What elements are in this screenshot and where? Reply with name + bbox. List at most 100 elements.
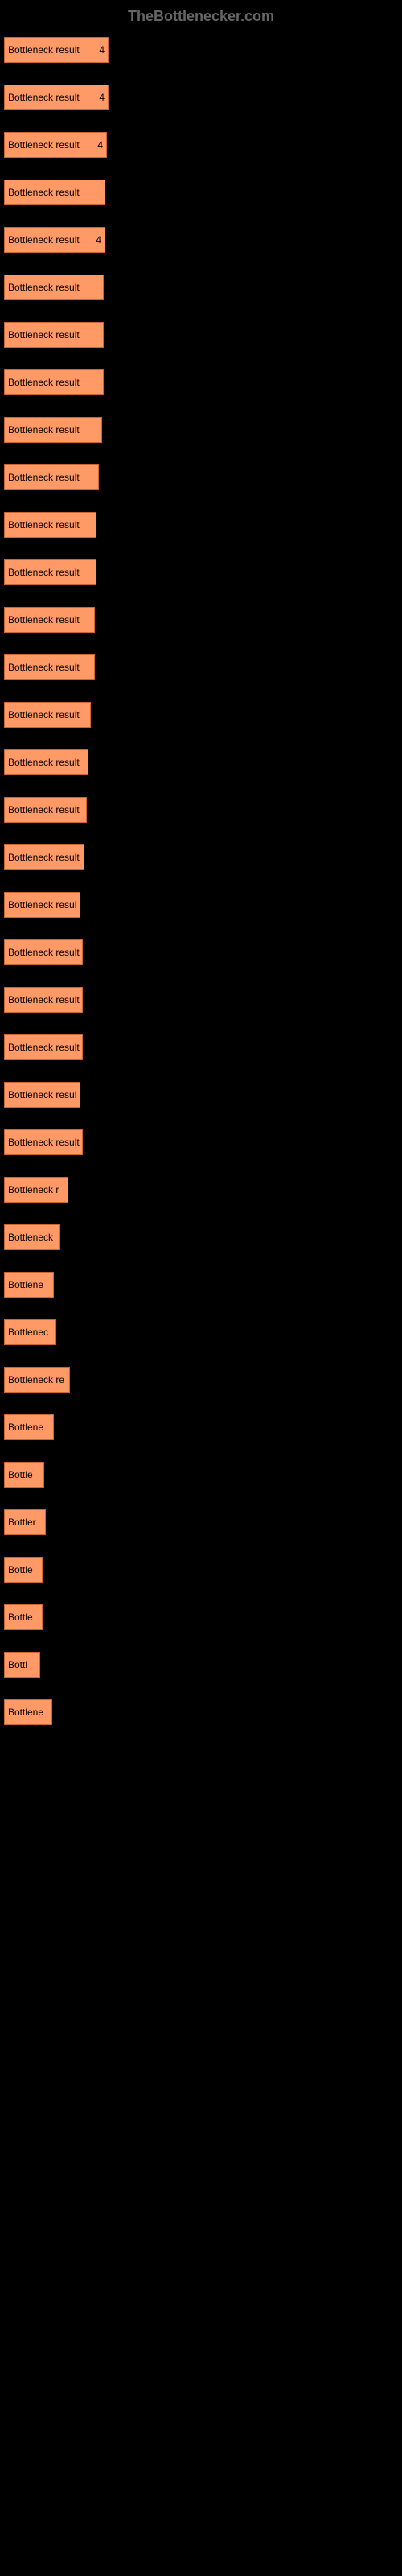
bar: Bottleneck result xyxy=(4,512,96,538)
bar-row: Bottleneck resul xyxy=(4,1082,398,1108)
bar-row: Bottleneck result xyxy=(4,1129,398,1155)
bar-label: Bottlene xyxy=(8,1279,43,1290)
bar-row: Bottleneck result xyxy=(4,1034,398,1060)
bar: Bottleneck result xyxy=(4,654,95,680)
bar-row: Bottleneck result xyxy=(4,939,398,965)
bar-row: Bottleneck result 4 xyxy=(4,37,398,63)
bar-row: Bottlene xyxy=(4,1699,398,1725)
bar-row: Bottleneck result xyxy=(4,464,398,490)
bar: Bottl xyxy=(4,1652,40,1678)
bar-value: 4 xyxy=(97,139,103,151)
bar-row: Bottleneck result xyxy=(4,702,398,728)
bar-label: Bottle xyxy=(8,1612,33,1623)
bar: Bottleneck re xyxy=(4,1367,70,1393)
bar-label: Bottleneck result xyxy=(8,1137,80,1148)
bar: Bottlene xyxy=(4,1414,54,1440)
bar: Bottleneck xyxy=(4,1224,60,1250)
bar-label: Bottler xyxy=(8,1517,36,1528)
bar-label: Bottleneck result xyxy=(8,329,80,341)
bar-row: Bottlenec xyxy=(4,1319,398,1345)
bar-label: Bottleneck result xyxy=(8,44,80,56)
bar-label: Bottleneck result xyxy=(8,567,80,578)
bar: Bottleneck result xyxy=(4,417,102,443)
bar-label: Bottleneck result xyxy=(8,472,80,483)
bar-label: Bottl xyxy=(8,1659,27,1670)
bar-row: Bottleneck result xyxy=(4,512,398,538)
bar-chart: Bottleneck result 4 Bottleneck result 4 Bott… xyxy=(0,37,402,1725)
bar: Bottleneck result xyxy=(4,749,88,775)
bar-row: Bottle xyxy=(4,1557,398,1583)
bar: Bottle xyxy=(4,1462,44,1488)
bar-label: Bottlene xyxy=(8,1707,43,1718)
bar-label: Bottleneck r xyxy=(8,1184,59,1195)
bar-label: Bottleneck result xyxy=(8,947,80,958)
bar-label: Bottleneck result xyxy=(8,994,80,1005)
bar: Bottlene xyxy=(4,1699,52,1725)
bar-label: Bottle xyxy=(8,1564,33,1575)
bar-row: Bottleneck result xyxy=(4,749,398,775)
bar: Bottleneck resul xyxy=(4,892,80,918)
bar-label: Bottleneck result xyxy=(8,1042,80,1053)
bar-row: Bottle xyxy=(4,1462,398,1488)
bar-row: Bottle xyxy=(4,1604,398,1630)
bar-row: Bottleneck xyxy=(4,1224,398,1250)
bar-label: Bottleneck result xyxy=(8,187,80,198)
bar: Bottler xyxy=(4,1509,46,1535)
bar: Bottleneck result xyxy=(4,559,96,585)
bar-row: Bottlene xyxy=(4,1272,398,1298)
bar: Bottleneck resul xyxy=(4,1082,80,1108)
bar-label: Bottleneck result xyxy=(8,662,80,673)
bar: Bottleneck result xyxy=(4,1129,83,1155)
bar: Bottlenec xyxy=(4,1319,56,1345)
bar: Bottleneck result xyxy=(4,369,104,395)
bar: Bottle xyxy=(4,1604,43,1630)
bar: Bottleneck result xyxy=(4,702,91,728)
bar: Bottleneck result 4 xyxy=(4,85,109,110)
bar: Bottleneck result xyxy=(4,464,99,490)
bar: Bottleneck result xyxy=(4,180,105,205)
bar: Bottleneck result xyxy=(4,607,95,633)
bar: Bottleneck result xyxy=(4,939,83,965)
bar-value: 4 xyxy=(99,92,105,103)
bar-row: Bottler xyxy=(4,1509,398,1535)
bar-row: Bottleneck result xyxy=(4,987,398,1013)
bar-row: Bottleneck re xyxy=(4,1367,398,1393)
bar-row: Bottleneck result xyxy=(4,180,398,205)
bar-label: Bottleneck result xyxy=(8,757,80,768)
bar-row: Bottleneck result xyxy=(4,417,398,443)
bar-label: Bottlene xyxy=(8,1422,43,1433)
bar-row: Bottleneck result4 xyxy=(4,132,398,158)
bar-row: Bottleneck result xyxy=(4,322,398,348)
bar-label: Bottleneck resul xyxy=(8,1089,76,1100)
bar-label: Bottleneck re xyxy=(8,1374,64,1385)
bar-label: Bottle xyxy=(8,1469,33,1480)
bar-value: 4 xyxy=(99,44,105,56)
bar-label: Bottleneck result xyxy=(8,377,80,388)
bar-row: Bottleneck resul xyxy=(4,892,398,918)
bar-row: Bottleneck result xyxy=(4,275,398,300)
bar-label: Bottlenec xyxy=(8,1327,48,1338)
bar: Bottleneck result4 xyxy=(4,132,107,158)
bar-label: Bottleneck result xyxy=(8,804,80,815)
bar-row: Bottlene xyxy=(4,1414,398,1440)
bar: Bottle xyxy=(4,1557,43,1583)
bar-row: Bottleneck result xyxy=(4,797,398,823)
bar-label: Bottleneck result xyxy=(8,852,80,863)
bar: Bottleneck result xyxy=(4,987,83,1013)
bar: Bottlene xyxy=(4,1272,54,1298)
bar-value: 4 xyxy=(96,234,101,246)
bar-label: Bottleneck result xyxy=(8,519,80,530)
bar-label: Bottleneck result xyxy=(8,234,80,246)
bar-row: Bottleneck result xyxy=(4,844,398,870)
bar-label: Bottleneck result xyxy=(8,709,80,720)
bar: Bottleneck result xyxy=(4,275,104,300)
bar-row: Bottleneck result 4 xyxy=(4,85,398,110)
bar: Bottleneck result xyxy=(4,1034,83,1060)
watermark-text: TheBottlenecker.com xyxy=(0,8,402,25)
bar-row: Bottleneck result 4 xyxy=(4,227,398,253)
bar-label: Bottleneck resul xyxy=(8,899,76,910)
bar-label: Bottleneck result xyxy=(8,92,80,103)
bar: Bottleneck result xyxy=(4,844,84,870)
bar: Bottleneck result xyxy=(4,797,87,823)
bar: Bottleneck result 4 xyxy=(4,37,109,63)
